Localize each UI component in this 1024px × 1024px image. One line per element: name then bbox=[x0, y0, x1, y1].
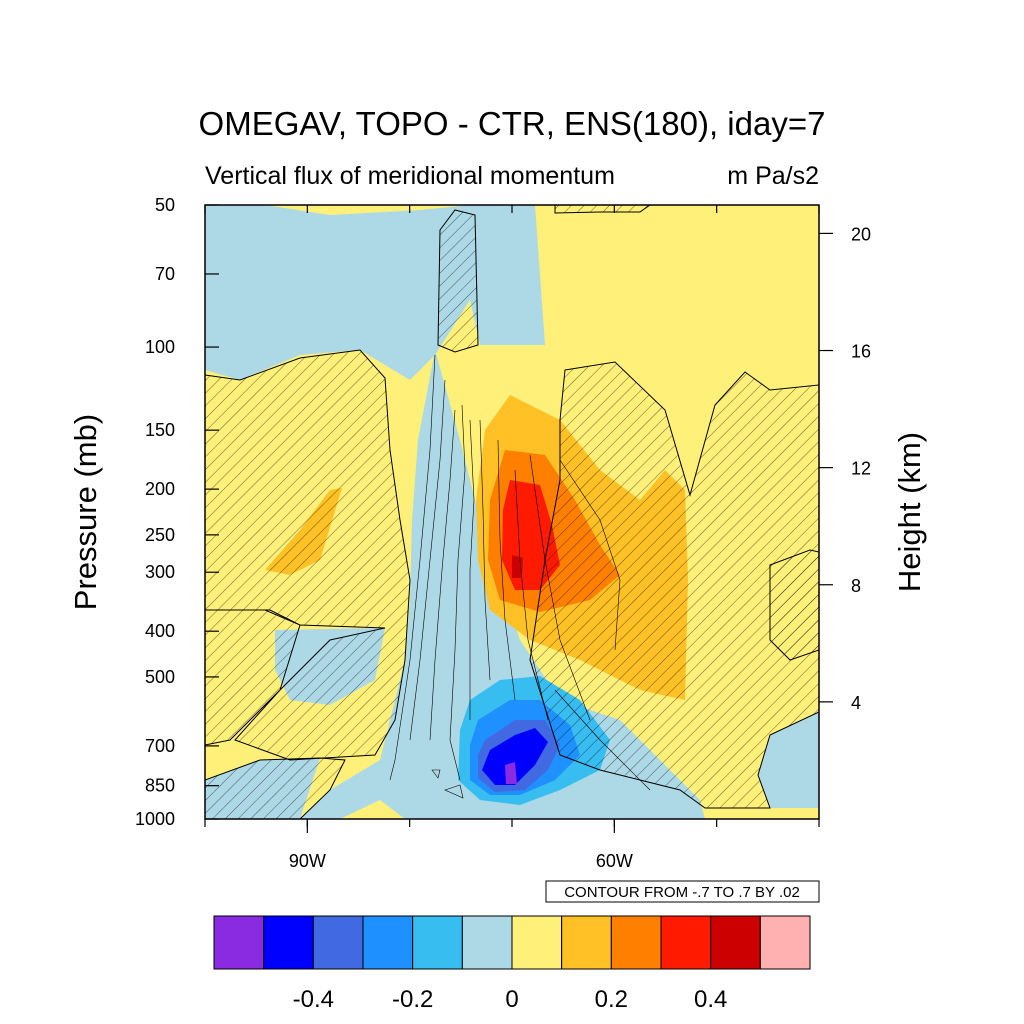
hatch-region-sw bbox=[205, 757, 346, 819]
pressure-tick-label: 400 bbox=[145, 621, 175, 641]
colorbar-swatch bbox=[213, 915, 265, 970]
contour-line bbox=[554, 689, 651, 791]
pressure-tick-label: 850 bbox=[145, 776, 175, 796]
contour-line bbox=[409, 379, 446, 741]
contour-line bbox=[529, 454, 591, 721]
height-tick-label: 16 bbox=[851, 342, 871, 362]
pressure-tick-label: 100 bbox=[145, 337, 175, 357]
hatch-region-top-right bbox=[554, 205, 651, 214]
colorbar-label: 0.4 bbox=[694, 986, 727, 1013]
colorbar-swatch bbox=[312, 915, 364, 970]
colorbar-swatch bbox=[263, 915, 314, 970]
hatch-region-top-center bbox=[437, 209, 479, 353]
colorbar-swatch bbox=[362, 915, 414, 970]
colorbar-label: -0.4 bbox=[293, 986, 334, 1013]
hatch-region-right-inner bbox=[769, 549, 819, 661]
pressure-tick-label: 700 bbox=[145, 736, 175, 756]
contour-line bbox=[429, 409, 456, 741]
colorbar-swatch bbox=[511, 915, 563, 970]
height-tick-label: 8 bbox=[851, 576, 861, 596]
contour-info-text: CONTOUR FROM -.7 TO .7 BY .02 bbox=[564, 884, 800, 901]
contour-line bbox=[449, 404, 466, 781]
colorbar-label: 0.2 bbox=[595, 986, 628, 1013]
contour-line bbox=[444, 784, 464, 799]
pressure-tick-label: 300 bbox=[145, 562, 175, 582]
colorbar-swatch bbox=[561, 915, 612, 970]
colorbar-swatch bbox=[759, 915, 811, 970]
hatch-region-left bbox=[205, 349, 411, 761]
colorbar-swatch bbox=[461, 915, 513, 970]
height-tick-label: 20 bbox=[851, 224, 871, 244]
contour-info-box bbox=[545, 880, 820, 903]
colorbar-swatch bbox=[660, 915, 712, 970]
y-axis-height: 4 8 12 16 20 bbox=[819, 224, 871, 713]
colorbar-label: 0 bbox=[505, 986, 518, 1013]
colorbar-swatch bbox=[710, 915, 761, 970]
contour-line bbox=[514, 469, 549, 721]
contour-line bbox=[389, 354, 436, 781]
x-tick-label: 90W bbox=[289, 851, 326, 871]
region-lightblue-se bbox=[758, 712, 819, 808]
contour-lines bbox=[389, 354, 651, 799]
contour-line bbox=[469, 419, 475, 720]
y-axis-label-right: Height (km) bbox=[892, 432, 927, 592]
region-n10 bbox=[505, 762, 517, 784]
pressure-tick-label: 150 bbox=[145, 420, 175, 440]
chart-subtitle-left: Vertical flux of meridional momentum bbox=[205, 162, 615, 190]
y-axis-label-left: Pressure (mb) bbox=[68, 414, 103, 610]
pressure-tick-label: 1000 bbox=[135, 809, 175, 829]
colorbar: -0.4 -0.2 0 0.2 0.4 bbox=[213, 915, 811, 1013]
pressure-tick-label: 500 bbox=[145, 667, 175, 687]
chart-title: OMEGAV, TOPO - CTR, ENS(180), iday=7 bbox=[199, 105, 826, 142]
colorbar-swatch bbox=[412, 915, 463, 970]
contour-field bbox=[205, 205, 819, 819]
colorbar-swatch bbox=[610, 915, 662, 970]
hatched-regions bbox=[205, 205, 819, 819]
region-n08 bbox=[482, 728, 548, 785]
pressure-tick-label: 250 bbox=[145, 525, 175, 545]
y-axis-pressure: 50 70 100 150 200 250 300 400 500 700 850 1000 bbox=[135, 195, 219, 829]
hatch-region-right bbox=[529, 361, 819, 809]
contour-line bbox=[431, 769, 441, 779]
pressure-tick-label: 200 bbox=[145, 479, 175, 499]
region-lightblue-tongue bbox=[300, 350, 705, 819]
pressure-tick-label: 70 bbox=[155, 264, 175, 284]
x-tick-label: 60W bbox=[596, 851, 633, 871]
height-tick-label: 12 bbox=[851, 459, 871, 479]
pressure-tick-label: 50 bbox=[155, 195, 175, 215]
colorbar-label: -0.2 bbox=[392, 986, 433, 1013]
contour-line bbox=[479, 419, 491, 681]
contour-line bbox=[559, 459, 621, 651]
chart-subtitle-right: m Pa/s2 bbox=[727, 162, 819, 190]
contour-line bbox=[497, 439, 516, 701]
height-tick-label: 4 bbox=[851, 693, 861, 713]
x-axis-longitude: 90W 60W bbox=[204, 205, 820, 871]
